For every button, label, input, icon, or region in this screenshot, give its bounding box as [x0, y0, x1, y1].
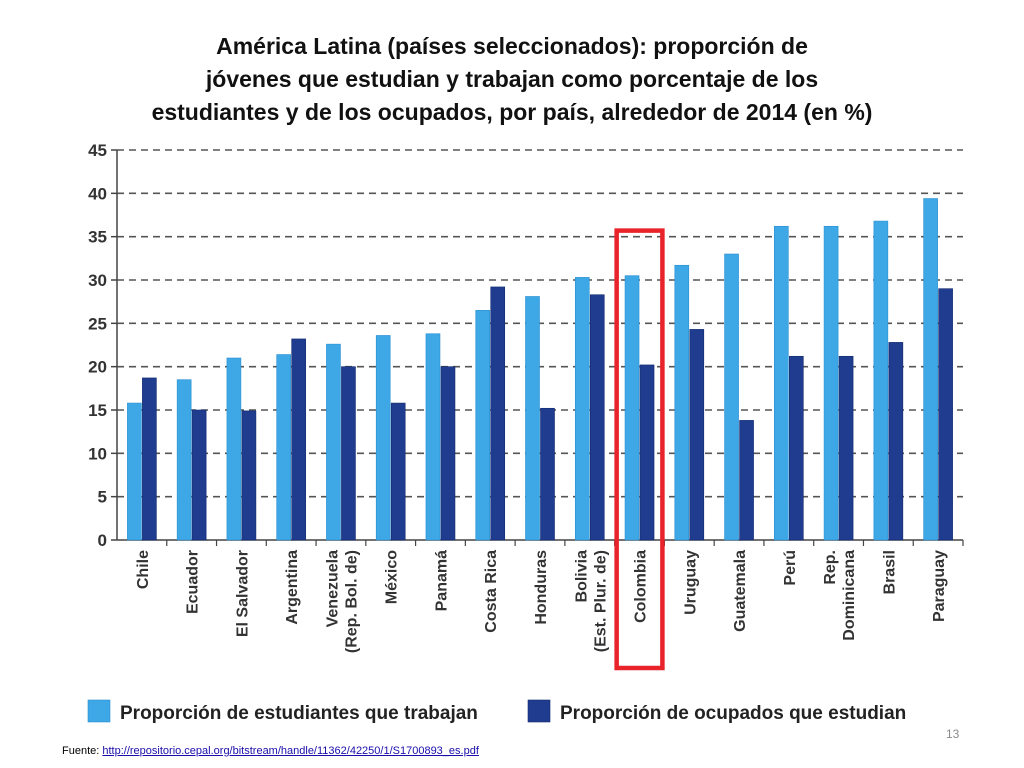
source-label: Fuente:: [62, 745, 100, 757]
y-tick-label: 45: [88, 141, 107, 160]
x-category-label: Ecuador: [185, 550, 202, 614]
bar-estudiantes-que-trabajan: [923, 198, 938, 541]
bar-estudiantes-que-trabajan: [475, 310, 491, 541]
y-tick-label: 30: [88, 271, 107, 290]
x-category-label: (Est. Plur. de): [592, 550, 609, 652]
y-tick-label: 35: [88, 228, 107, 247]
bar-estudiantes-que-trabajan: [326, 343, 341, 541]
slide-number: 13: [946, 727, 960, 741]
bar-estudiantes-que-trabajan: [425, 333, 441, 541]
bar-estudiantes-que-trabajan: [127, 402, 142, 541]
bar-estudiantes-que-trabajan: [724, 253, 739, 541]
x-category-label: (Rep. Bol. de): [343, 550, 360, 653]
bar-estudiantes-que-trabajan: [574, 277, 590, 541]
bar-estudiantes-que-trabajan: [624, 275, 640, 541]
bar-estudiantes-que-trabajan: [525, 296, 540, 541]
bar-ocupados-que-estudian: [440, 366, 456, 541]
bar-ocupados-que-estudian: [291, 338, 306, 541]
x-category-label: Colombia: [633, 550, 650, 623]
bar-estudiantes-que-trabajan: [226, 357, 242, 541]
bar-estudiantes-que-trabajan: [176, 379, 192, 541]
x-category-label: Perú: [782, 550, 799, 586]
bar-ocupados-que-estudian: [789, 355, 804, 541]
y-tick-label: 20: [88, 358, 107, 377]
x-category-label: Uruguay: [682, 550, 699, 615]
bar-ocupados-que-estudian: [191, 409, 207, 541]
bar-ocupados-que-estudian: [888, 342, 904, 541]
title-line-1: América Latina (países seleccionados): p…: [216, 33, 808, 59]
x-category-label: Paraguay: [931, 550, 948, 622]
bar-estudiantes-que-trabajan: [873, 220, 889, 541]
bar-ocupados-que-estudian: [490, 286, 506, 541]
bar-estudiantes-que-trabajan: [674, 264, 690, 541]
bar-estudiantes-que-trabajan: [774, 225, 789, 541]
x-category-label: Panamá: [433, 550, 450, 611]
y-tick-label: 10: [88, 444, 107, 463]
y-tick-label: 40: [88, 184, 107, 203]
highlight-box: [614, 228, 665, 671]
x-category-label: Costa Rica: [483, 550, 500, 633]
source-link[interactable]: http://repositorio.cepal.org/bitstream/h…: [102, 745, 479, 757]
bar-ocupados-que-estudian: [341, 366, 356, 541]
bar-ocupados-que-estudian: [938, 288, 953, 541]
bar-ocupados-que-estudian: [838, 355, 854, 541]
x-category-label: Brasil: [881, 550, 898, 594]
bar-ocupados-que-estudian: [739, 420, 754, 541]
x-category-label: Chile: [135, 550, 152, 589]
bar-estudiantes-que-trabajan: [375, 335, 391, 541]
bar-estudiantes-que-trabajan: [276, 354, 291, 541]
source-note: Fuente: http://repositorio.cepal.org/bit…: [62, 745, 479, 757]
x-category-label: Rep.: [822, 550, 839, 585]
x-category-label: Venezuela: [324, 550, 341, 627]
x-category-label: Bolivia: [573, 550, 590, 603]
x-category-label: Honduras: [533, 550, 550, 625]
bar-ocupados-que-estudian: [589, 294, 605, 541]
bar-ocupados-que-estudian: [390, 402, 406, 541]
bar-estudiantes-que-trabajan: [823, 225, 839, 541]
title-line-3: estudiantes y de los ocupados, por país,…: [151, 99, 873, 125]
title-line-2: jóvenes que estudian y trabajan como por…: [205, 66, 819, 92]
legend-estudiantes-que-trabajan-swatch: [87, 699, 111, 723]
y-tick-label: 25: [88, 314, 107, 333]
legend-ocupados-que-estudian-swatch: [527, 699, 551, 723]
slide-title: América Latina (países seleccionados): p…: [40, 30, 984, 129]
x-category-label: Argentina: [284, 550, 301, 625]
y-tick-label: 0: [98, 531, 107, 550]
y-tick-label: 5: [98, 488, 107, 507]
legend-ocupados-que-estudian-label: Proporción de ocupados que estudian: [560, 703, 906, 724]
x-category-label: Guatemala: [732, 550, 749, 632]
y-tick-label: 15: [88, 401, 107, 420]
x-category-label: Dominicana: [841, 550, 858, 641]
legend-estudiantes-que-trabajan-label: Proporción de estudiantes que trabajan: [120, 703, 478, 724]
bar-ocupados-que-estudian: [540, 407, 555, 541]
bar-ocupados-que-estudian: [142, 377, 157, 541]
bar-ocupados-que-estudian: [689, 329, 705, 541]
bar-ocupados-que-estudian: [241, 410, 257, 541]
bar-ocupados-que-estudian: [639, 364, 655, 541]
x-category-label: México: [384, 550, 401, 604]
x-category-label: El Salvador: [234, 550, 251, 637]
